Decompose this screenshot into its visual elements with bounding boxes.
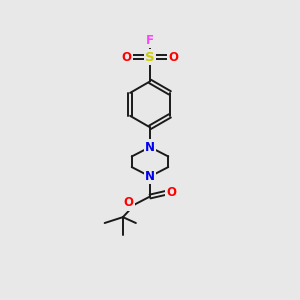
Text: O: O: [123, 196, 133, 209]
Text: O: O: [167, 187, 177, 200]
Text: N: N: [145, 141, 155, 154]
Text: N: N: [145, 170, 155, 183]
Text: F: F: [146, 34, 154, 47]
Text: S: S: [145, 51, 155, 64]
Text: O: O: [122, 51, 131, 64]
Text: O: O: [169, 51, 178, 64]
